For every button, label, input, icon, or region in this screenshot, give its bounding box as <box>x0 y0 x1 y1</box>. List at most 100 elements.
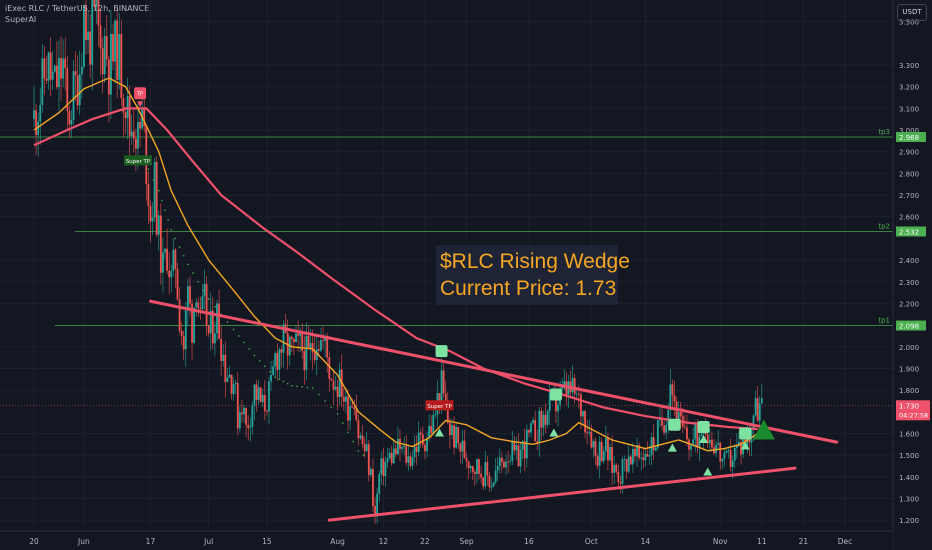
candle-body <box>172 249 175 271</box>
candle-body <box>492 482 495 487</box>
candle-body <box>274 353 277 367</box>
annotation-title: $RLC Rising Wedge <box>440 250 630 273</box>
candle-body <box>582 410 584 417</box>
trailing-dot <box>232 328 235 331</box>
currency-button[interactable]: USDT <box>897 4 927 21</box>
candle-body <box>648 455 651 457</box>
candle-body <box>315 349 318 361</box>
candle-body <box>317 349 320 351</box>
candle-body <box>561 386 564 390</box>
candle-body <box>388 452 391 459</box>
candle-body <box>756 398 759 421</box>
candle-body <box>563 381 566 387</box>
candle-body <box>621 459 624 484</box>
buy-signal-triangle <box>667 443 677 452</box>
price-tick-label: 2.800 <box>899 170 919 178</box>
trailing-dot <box>192 272 194 274</box>
trailing-dot <box>258 360 261 362</box>
tp-price-tag <box>896 226 926 237</box>
moving-averages <box>33 77 759 456</box>
candle-body <box>500 457 503 462</box>
candle-body <box>53 65 56 72</box>
candle-body <box>700 433 703 437</box>
candle-body <box>503 461 505 468</box>
candle-body <box>432 414 435 434</box>
candle-body <box>619 482 622 484</box>
candle-body <box>675 401 678 423</box>
candle-body <box>528 429 530 433</box>
price-tick-label: 2.700 <box>899 192 919 200</box>
candle-body <box>155 161 158 235</box>
annotation-price: Current Price: 1.73 <box>440 277 617 300</box>
price-tick-label: 2.000 <box>899 344 919 352</box>
candle-body <box>611 446 613 473</box>
candle-body <box>87 31 89 40</box>
candle-body <box>382 458 385 476</box>
current-price-tag <box>896 400 930 421</box>
candle-body <box>70 119 73 125</box>
candle-body <box>320 340 322 351</box>
candle-body <box>542 414 545 428</box>
candle-body <box>486 462 489 476</box>
candle-body <box>577 393 580 395</box>
time-tick-label: Oct <box>585 537 598 546</box>
candle-body <box>596 456 599 466</box>
candle-body <box>91 0 94 65</box>
candle-body <box>357 420 360 439</box>
trailing-dot <box>301 386 304 388</box>
candle-body <box>369 468 372 476</box>
candle-body <box>394 448 397 455</box>
trailing-dot <box>226 321 229 323</box>
candle-body <box>263 395 266 412</box>
candle-body <box>68 110 71 125</box>
trailing-dot <box>174 237 177 240</box>
candle-body <box>532 420 534 424</box>
price-tick-label: 2.200 <box>899 300 919 308</box>
candle-body <box>442 370 445 394</box>
candle-body <box>590 431 593 448</box>
candle-body <box>721 458 724 462</box>
candle-body <box>305 336 308 371</box>
candle-body <box>322 340 324 342</box>
candle-countdown: 04:27:58 <box>899 411 928 419</box>
candle-body <box>446 405 449 423</box>
candle-body <box>195 302 198 308</box>
trailing-dot <box>336 413 339 415</box>
candle-body <box>644 453 647 461</box>
candle-body <box>717 442 720 445</box>
candle-body <box>216 303 218 334</box>
candle-body <box>268 381 270 412</box>
candle-body <box>758 403 761 421</box>
candle-body <box>696 423 699 448</box>
candle-body <box>238 412 241 429</box>
candle-body <box>484 462 487 487</box>
time-tick-label: Jul <box>203 537 213 546</box>
trailing-dot <box>362 454 365 456</box>
candle-body <box>679 412 682 417</box>
candle-body <box>498 457 501 467</box>
candle-body <box>51 71 54 80</box>
candle-body <box>523 441 526 459</box>
candle-body <box>671 384 674 396</box>
candle-body <box>130 131 133 137</box>
candle-body <box>147 184 150 206</box>
candle-body <box>255 384 258 400</box>
candle-body <box>735 445 738 448</box>
trailing-dot <box>357 450 360 452</box>
candle-body <box>519 449 522 467</box>
candle-body <box>673 395 676 402</box>
candle-body <box>665 424 668 433</box>
candle-body <box>230 374 233 395</box>
time-tick-label: 12 <box>379 537 389 546</box>
candle-body <box>509 461 512 462</box>
candle-body <box>538 410 541 443</box>
candle-body <box>297 333 299 336</box>
candle-body <box>434 414 437 416</box>
candle-body <box>411 457 414 466</box>
candle-body <box>706 434 709 444</box>
candle-body <box>245 407 248 425</box>
candle-body <box>386 458 389 462</box>
candle-body <box>430 426 433 434</box>
price-tick-label: 2.600 <box>899 214 919 222</box>
